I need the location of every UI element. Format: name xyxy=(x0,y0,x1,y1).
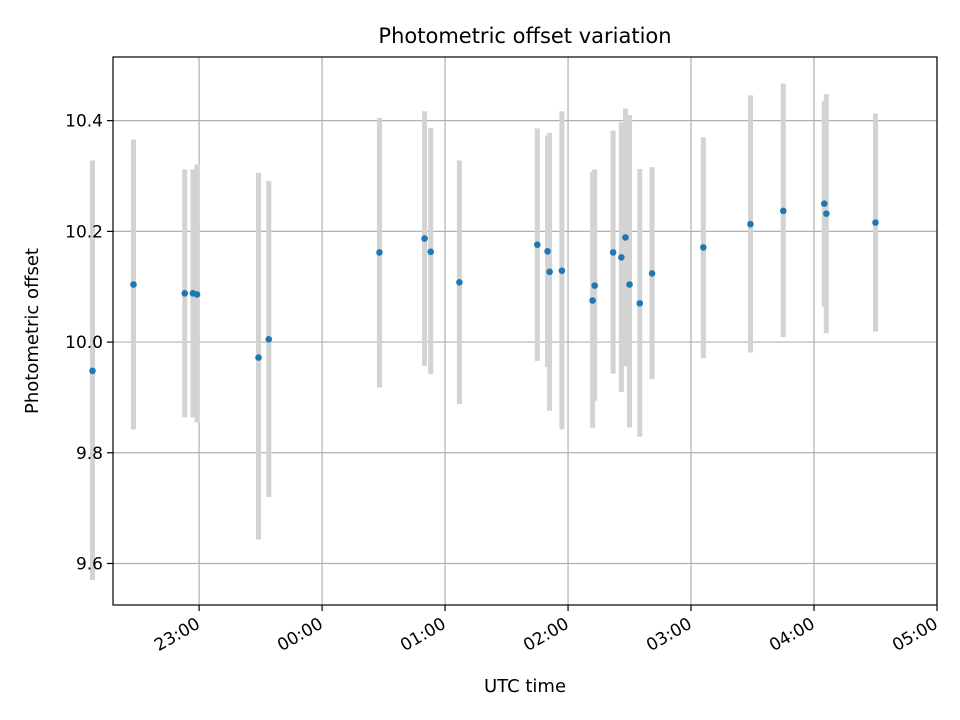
data-point xyxy=(376,249,383,256)
data-point xyxy=(130,281,137,288)
data-points xyxy=(89,200,879,375)
plot-frame xyxy=(112,56,938,606)
y-tick-label: 10.2 xyxy=(65,222,103,242)
data-point xyxy=(779,207,787,215)
grid xyxy=(113,57,938,605)
y-tick-label: 10.4 xyxy=(65,112,103,132)
data-point xyxy=(636,300,644,307)
x-tick-label: 01:00 xyxy=(397,614,449,656)
y-axis: 9.6 9.8 10.0 10.2 10.4 xyxy=(65,112,113,574)
data-point xyxy=(591,282,598,289)
data-point xyxy=(421,235,428,242)
x-tick-label: 00:00 xyxy=(274,614,326,656)
plot-area xyxy=(113,57,937,605)
data-point xyxy=(546,268,553,276)
data-point xyxy=(618,254,625,261)
data-point xyxy=(609,249,617,256)
y-tick-label: 10.0 xyxy=(65,333,103,353)
data-point xyxy=(823,210,830,217)
data-point xyxy=(700,244,707,251)
x-tick-label: 05:00 xyxy=(889,614,941,656)
chart-title: Photometric offset variation xyxy=(378,24,671,48)
data-point xyxy=(544,247,551,255)
data-point xyxy=(265,336,273,343)
data-point xyxy=(626,281,633,288)
data-point xyxy=(622,234,629,241)
data-point xyxy=(648,270,656,277)
x-tick-label: 03:00 xyxy=(643,614,695,656)
x-tick-label: 02:00 xyxy=(520,614,572,656)
data-point xyxy=(89,367,96,375)
data-point xyxy=(589,297,596,304)
x-tick-label: 23:00 xyxy=(151,614,203,656)
data-point xyxy=(255,354,262,361)
y-axis-label: Photometric offset xyxy=(22,248,43,414)
data-point xyxy=(193,291,201,298)
x-axis: 23:00 00:00 01:00 02:00 03:00 04:00 05:00 xyxy=(151,605,942,656)
x-axis-label: UTC time xyxy=(484,676,566,697)
y-tick-label: 9.6 xyxy=(76,554,103,574)
data-point xyxy=(820,200,828,207)
data-point xyxy=(427,248,435,256)
data-point xyxy=(456,278,463,286)
x-tick-label: 04:00 xyxy=(766,614,818,656)
data-point xyxy=(558,267,566,274)
data-point xyxy=(181,290,189,297)
data-point xyxy=(872,219,879,226)
y-tick-label: 9.8 xyxy=(76,444,103,464)
data-point xyxy=(747,220,754,228)
data-point xyxy=(533,241,541,248)
